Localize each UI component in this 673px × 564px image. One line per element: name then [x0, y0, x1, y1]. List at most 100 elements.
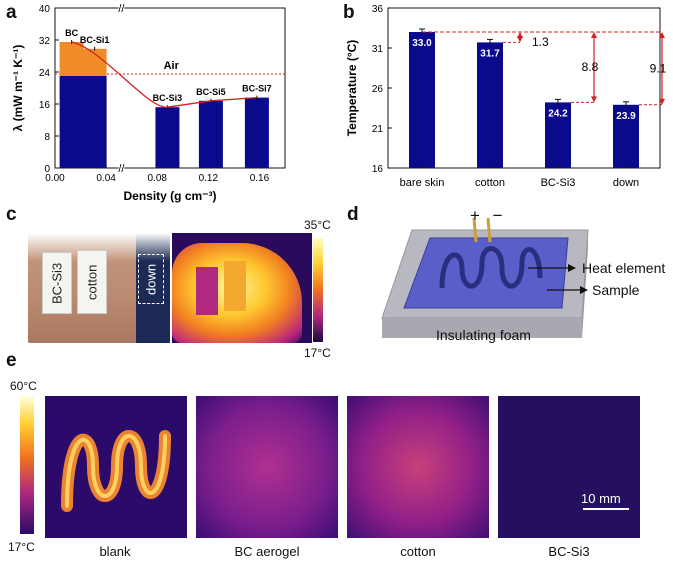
x-tick-label-b: down: [613, 177, 639, 189]
thermal-bcsi3-patch: [196, 267, 218, 315]
panel-letter-d: d: [347, 204, 359, 225]
bar-label-a: BC: [65, 28, 78, 38]
caption-bcsi3: BC-Si3: [548, 544, 590, 559]
bar-base-BC-Si7: [244, 97, 269, 168]
value-label-b: 23.9: [616, 111, 636, 122]
bar-label-a: BC-Si7: [242, 84, 272, 94]
foam-side: [582, 230, 588, 338]
value-label-b: 24.2: [548, 108, 568, 119]
arrowhead-heat: [568, 264, 576, 272]
bar-b-down: [613, 104, 639, 168]
axis-break-top: //: [118, 3, 125, 15]
axis-break-gap-bottom: [118, 165, 125, 171]
caption-cotton: cotton: [400, 544, 436, 559]
value-label-b: 31.7: [480, 48, 500, 59]
y-tick-label-b: 36: [372, 4, 384, 15]
foam-label: Insulating foam: [436, 327, 531, 343]
thermal-blank-pattern: [61, 430, 171, 512]
caption-blank: blank: [99, 544, 131, 559]
bar-base-BC-Si3: [155, 107, 180, 168]
y-tick-label-a: 16: [39, 100, 51, 111]
thermal-bcsi3: [498, 396, 640, 538]
sample-label-down: down: [138, 254, 164, 304]
device-schematic: [381, 217, 589, 338]
bar-b-BC-Si3: [545, 102, 571, 168]
bar-b-bare-skin: [409, 32, 435, 168]
bar-label-a: BC-Si1: [80, 35, 110, 45]
bar-top-BC: [59, 42, 84, 76]
thermal-cotton: [347, 396, 489, 538]
thermal-image-c: [172, 233, 312, 343]
difference-label-2: 9.1: [650, 61, 667, 75]
y-tick-label-b: 21: [372, 124, 384, 135]
difference-arrow-1-head-bottom: [591, 96, 597, 103]
panel-letter-e: e: [6, 350, 17, 371]
y-axis-label-a: λ (mW m⁻¹ K⁻¹): [11, 45, 25, 132]
difference-arrow-2-head-top: [659, 32, 665, 38]
bar-b-cotton: [477, 42, 503, 168]
panel-letter-c: c: [6, 204, 17, 225]
x-tick-label-a: 0.04: [96, 173, 116, 184]
x-tick-label-a: 0.16: [250, 173, 270, 184]
colorbar-e-min: 17°C: [8, 540, 35, 554]
x-tick-label-b: BC-Si3: [541, 177, 576, 189]
sample-label: Sample: [592, 282, 640, 298]
polarity-label: + −: [470, 206, 507, 225]
sample-layer: [403, 237, 569, 309]
wire-minus: [486, 217, 492, 243]
x-tick-label-a: 0.00: [45, 173, 65, 184]
sample-label-bcsi3: BC-Si3: [42, 252, 72, 314]
x-axis-label-a: Density (g cm⁻³): [123, 189, 216, 203]
difference-arrow-1-head-top: [591, 32, 597, 38]
difference-label-0: 1.3: [532, 35, 549, 49]
caption-bc-aerogel: BC aerogel: [234, 544, 300, 559]
axis-break-gap-top: [118, 5, 125, 11]
y-tick-label-a: 40: [39, 4, 51, 15]
bar-label-a: BC-Si5: [196, 87, 226, 97]
difference-arrow-0-head-bottom: [517, 36, 523, 43]
thermal-blank: [45, 396, 187, 538]
chart-b: 16 21 26 31 36 33.0 bare skin 31.7 cotton 24.2 BC-…: [345, 4, 667, 189]
panel-letter-b: b: [343, 2, 355, 23]
y-tick-label-a: 0: [44, 164, 50, 175]
y-axis-label-b: Temperature (°C): [345, 40, 359, 137]
heat-element: [439, 246, 543, 289]
x-tick-label-b: cotton: [475, 177, 505, 189]
y-tick-label-a: 24: [39, 68, 51, 79]
difference-label-1: 8.8: [582, 60, 599, 74]
colorbar-c-min: 17°C: [304, 346, 331, 360]
foam-front: [382, 318, 582, 338]
colorbar-e-max: 60°C: [10, 379, 37, 393]
heat-element-label: Heat element: [582, 260, 666, 276]
y-tick-label-a: 32: [39, 36, 51, 47]
bar-base-BC: [59, 76, 84, 168]
arrowhead-sample: [580, 286, 588, 294]
y-tick-label-a: 8: [44, 132, 50, 143]
x-tick-label-a: 0.08: [147, 173, 167, 184]
x-tick-label-b: bare skin: [400, 177, 445, 189]
colorbar-c-max: 35°C: [304, 218, 331, 232]
thermal-cotton-patch: [224, 261, 246, 311]
colorbar-e: [20, 396, 34, 534]
scale-bar-label: 10 mm: [581, 491, 621, 506]
difference-arrow-2-head-bottom: [659, 98, 665, 105]
bar-label-a: BC-Si3: [153, 93, 183, 103]
wire-plus: [472, 217, 478, 243]
colorbar-c: [313, 238, 323, 342]
fit-curve-a: [71, 41, 257, 108]
bar-base-BC-Si1: [82, 76, 107, 168]
y-tick-label-b: 31: [372, 44, 384, 55]
thermal-bc-aerogel: [196, 396, 338, 538]
panel-letter-a: a: [6, 2, 17, 23]
axis-break-bottom: //: [118, 163, 125, 175]
value-label-b: 33.0: [412, 38, 432, 49]
y-tick-label-b: 16: [372, 164, 384, 175]
sample-label-cotton: cotton: [77, 250, 107, 314]
bar-base-BC-Si5: [198, 100, 223, 168]
scale-bar: [583, 508, 629, 510]
air-label: Air: [164, 60, 180, 72]
bar-top-BC-Si1: [82, 48, 107, 76]
x-tick-label-a: 0.12: [199, 173, 219, 184]
y-tick-label-b: 26: [372, 84, 384, 95]
